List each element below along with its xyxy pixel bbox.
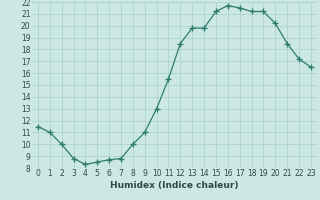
X-axis label: Humidex (Indice chaleur): Humidex (Indice chaleur) [110,181,239,190]
